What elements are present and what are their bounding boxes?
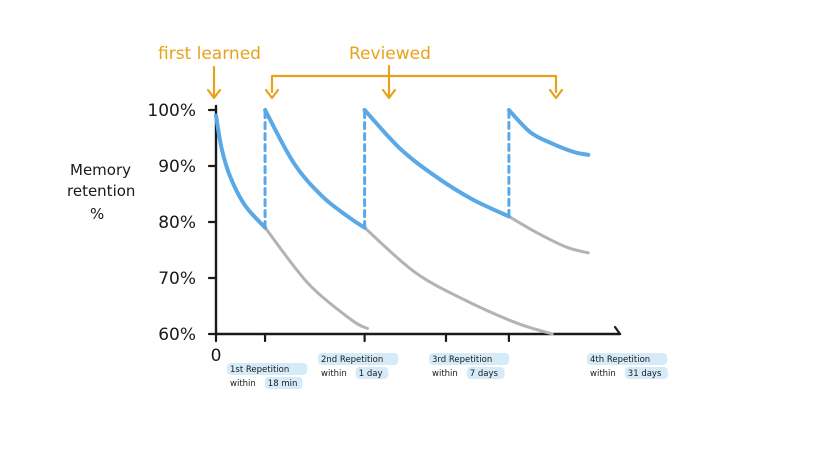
repetition-within: within [432,369,458,379]
review-drops [263,108,511,230]
repetition-title: 3rd Repetition [432,355,492,365]
reviewed-bracket [270,74,558,94]
y-label-line: retention [67,182,135,200]
axes [207,104,622,343]
repetition-label: 3rd Repetition within 7 days [429,353,510,379]
y-tick-label: 100% [147,101,196,121]
label-highlight [264,377,303,389]
label-highlight [466,367,505,379]
repetition-interval: 1 day [359,369,383,379]
repetition-labels: 1st Repetition within 18 min 2nd Repetition… [227,353,668,389]
repetition-within: within [590,369,616,379]
repetition-label: 2nd Repetition within 1 day [318,353,399,379]
label-highlight [587,353,668,365]
y-tick-labels: 100% 90% 80% 70% 60% 0 [147,101,221,366]
first-learned-arrow-head [206,88,222,100]
x-origin-label: 0 [211,346,222,366]
y-tick-label: 80% [158,213,196,233]
retention-curve [263,108,367,230]
forgetting-curve [263,226,369,330]
forgetting-curve [507,214,590,255]
retention-curve [506,108,591,157]
label-highlight [355,367,389,379]
label-highlight [624,367,668,379]
y-tick-label: 60% [158,325,196,345]
y-label-line: Memory [70,161,131,179]
reviewed-arrow-head [264,88,280,100]
reviewed-arrow-head [381,88,397,100]
annotations: first learned Reviewed [158,44,564,100]
repetition-interval: 31 days [628,369,662,379]
repetition-label: 4th Repetition within 31 days [587,353,668,379]
annotation-first-learned: first learned [158,44,261,64]
repetition-interval: 7 days [470,369,499,379]
retention-curves [214,108,591,230]
label-highlight [318,353,399,365]
y-label-line: % [90,205,104,223]
retention-curve [214,113,268,230]
forgetting-curve [363,226,554,336]
y-axis-label: Memory retention% [67,161,135,223]
repetition-within: within [321,369,347,379]
retention-curve [362,108,511,219]
repetition-interval: 18 min [268,379,298,389]
repetition-label: 1st Repetition within 18 min [227,363,308,389]
x-axis-arrow [613,325,622,336]
label-highlight [429,353,510,365]
forgetting-curves [263,214,590,336]
annotation-reviewed: Reviewed [349,44,431,64]
label-highlight [227,363,308,375]
y-tick-label: 90% [158,157,196,177]
y-tick-label: 70% [158,269,196,289]
repetition-title: 2nd Repetition [321,355,383,365]
reviewed-arrow-head [548,88,564,100]
repetition-within: within [230,379,256,389]
repetition-title: 1st Repetition [230,365,289,375]
repetition-title: 4th Repetition [590,355,650,365]
